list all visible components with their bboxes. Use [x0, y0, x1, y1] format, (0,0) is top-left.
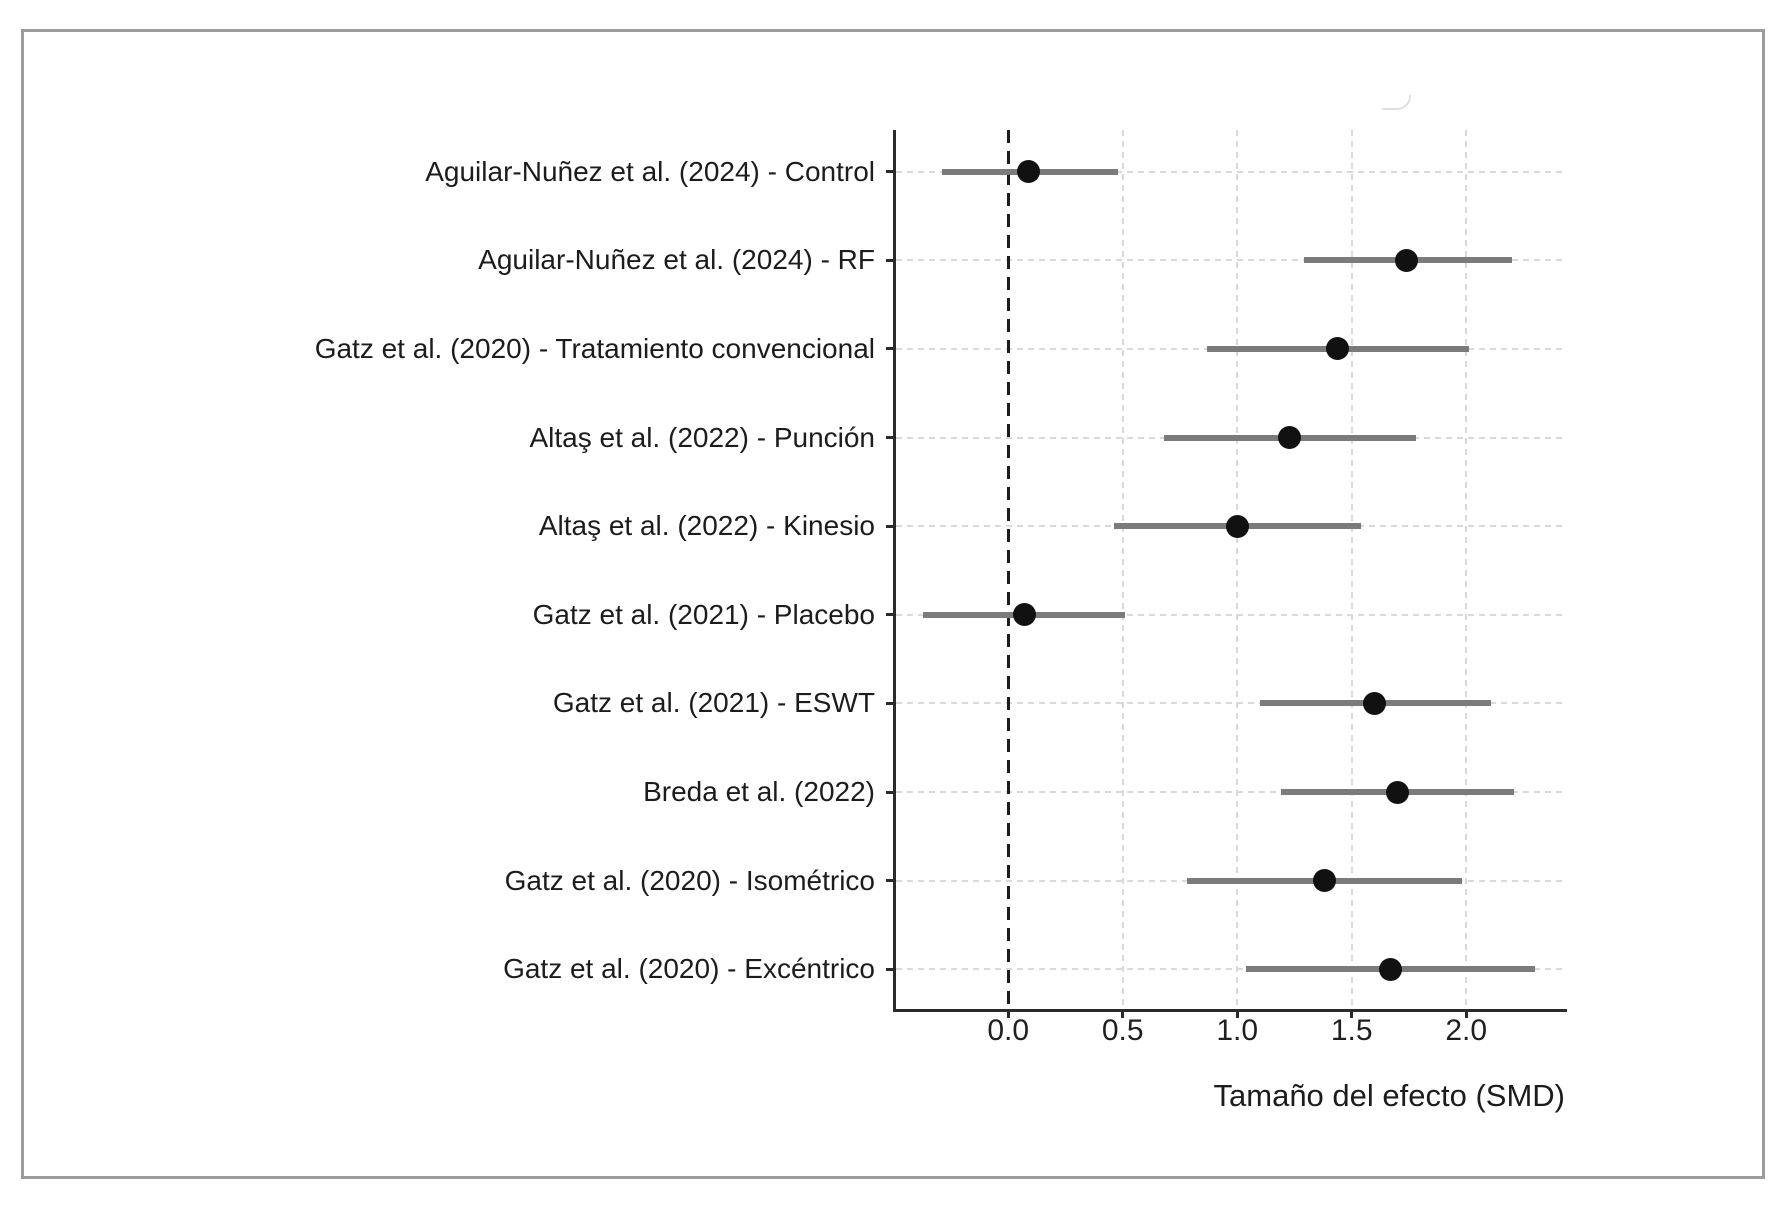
- x-axis-spine: [893, 1009, 1567, 1012]
- zero-reference-line: [1006, 130, 1010, 1009]
- y-axis-tick: [886, 701, 896, 705]
- point-marker: [1017, 160, 1041, 184]
- y-axis-tick: [886, 613, 896, 617]
- x-axis-title: Tamaño del efecto (SMD): [1213, 1078, 1565, 1113]
- y-axis-tick: [886, 347, 896, 351]
- point-marker: [1278, 426, 1302, 450]
- x-tick-label: 0.5: [1101, 1014, 1144, 1047]
- point-marker: [1012, 603, 1036, 627]
- point-marker: [1386, 780, 1410, 804]
- h-gridline: [896, 791, 1567, 794]
- point-marker: [1225, 514, 1249, 538]
- row-label: Gatz et al. (2020) - Excéntrico: [503, 953, 875, 985]
- h-gridline: [896, 968, 1567, 971]
- y-axis-tick: [886, 879, 896, 883]
- v-gridline: [1465, 130, 1468, 1009]
- y-axis-spine: [893, 130, 896, 1009]
- x-tick-label: 1.0: [1216, 1014, 1259, 1047]
- y-axis-tick: [886, 967, 896, 971]
- x-axis-tick: [1121, 1009, 1125, 1018]
- x-axis-tick: [1350, 1009, 1354, 1018]
- v-gridline: [1350, 130, 1353, 1009]
- point-marker: [1312, 869, 1336, 893]
- v-gridline: [1236, 130, 1239, 1009]
- row-label: Gatz et al. (2021) - ESWT: [552, 687, 875, 719]
- point-marker: [1379, 957, 1403, 981]
- row-label: Aguilar-Nuñez et al. (2024) - Control: [425, 155, 875, 187]
- row-label: Altaş et al. (2022) - Kinesio: [538, 510, 875, 542]
- x-axis-tick: [1235, 1009, 1239, 1018]
- h-gridline: [896, 702, 1567, 705]
- row-label: Breda et al. (2022): [643, 776, 875, 808]
- point-marker: [1326, 337, 1350, 361]
- row-label: Gatz et al. (2021) - Placebo: [532, 598, 875, 630]
- h-gridline: [896, 613, 1567, 616]
- figure-border: [21, 29, 1765, 1179]
- y-axis-tick: [886, 790, 896, 794]
- point-marker: [1363, 691, 1387, 715]
- x-tick-label: 1.5: [1330, 1014, 1373, 1047]
- v-gridline: [1121, 130, 1124, 1009]
- y-axis-tick: [886, 170, 896, 174]
- h-gridline: [896, 259, 1567, 262]
- row-label: Gatz et al. (2020) - Tratamiento convenc…: [314, 332, 875, 364]
- h-gridline: [896, 170, 1567, 173]
- x-tick-label: 2.0: [1445, 1014, 1488, 1047]
- y-axis-tick: [886, 258, 896, 262]
- row-label: Altaş et al. (2022) - Punción: [529, 421, 875, 453]
- x-tick-label: 0.0: [987, 1014, 1030, 1047]
- point-marker: [1395, 248, 1419, 272]
- y-axis-tick: [886, 524, 896, 528]
- row-label: Aguilar-Nuñez et al. (2024) - RF: [478, 244, 875, 276]
- y-axis-tick: [886, 436, 896, 440]
- x-axis-tick: [1006, 1009, 1010, 1018]
- x-axis-tick: [1464, 1009, 1468, 1018]
- row-label: Gatz et al. (2020) - Isométrico: [504, 864, 875, 896]
